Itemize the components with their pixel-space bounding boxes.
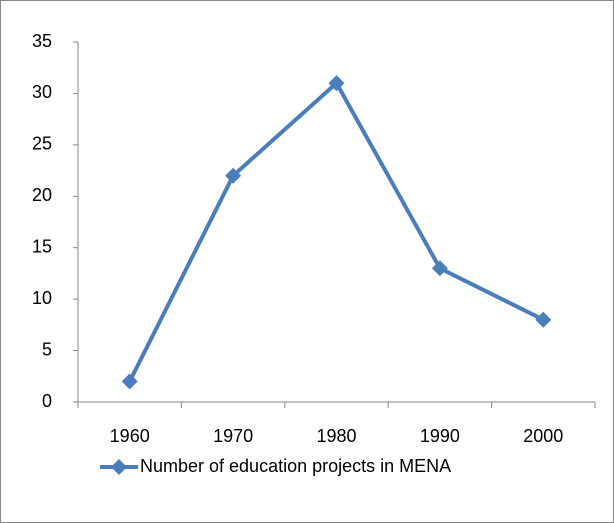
y-tick-label: 5 — [42, 339, 52, 359]
point — [535, 311, 552, 328]
y-tick-label: 20 — [32, 185, 52, 205]
x-tick-label: 1990 — [420, 426, 460, 446]
y-tick-label: 25 — [32, 134, 52, 154]
legend-marker — [111, 459, 127, 475]
point — [121, 373, 138, 390]
y-tick-label: 30 — [32, 82, 52, 102]
y-tick-label: 10 — [32, 288, 52, 308]
y-tick-label: 0 — [42, 391, 52, 411]
x-tick-label: 2000 — [523, 426, 563, 446]
point — [431, 260, 448, 277]
point — [328, 75, 345, 92]
legend-label: Number of education projects in MENA — [140, 456, 451, 476]
y-tick-label: 35 — [32, 31, 52, 51]
x-tick-label: 1960 — [110, 426, 150, 446]
y-tick-label: 15 — [32, 236, 52, 256]
point — [225, 167, 242, 184]
x-tick-label: 1970 — [213, 426, 253, 446]
x-tick-label: 1980 — [316, 426, 356, 446]
